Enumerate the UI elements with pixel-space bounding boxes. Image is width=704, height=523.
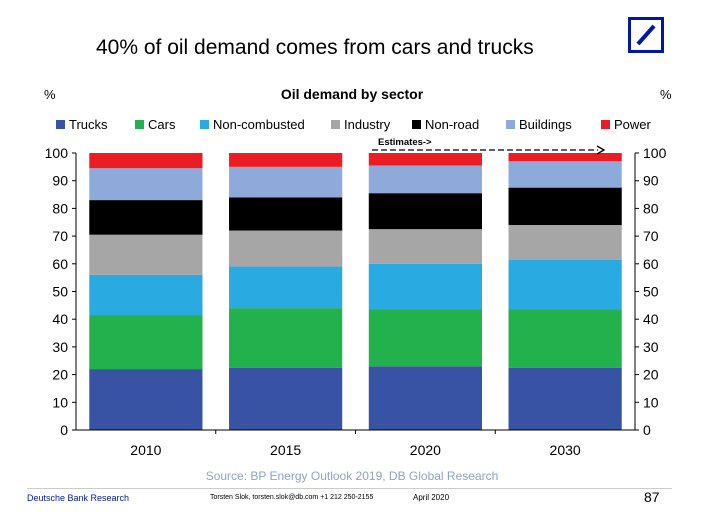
bar-segment <box>508 153 622 162</box>
x-tick-label: 2010 <box>130 442 161 458</box>
y-tick-label-right: 40 <box>643 311 659 327</box>
legend-item: Non-combusted <box>200 117 305 132</box>
footer-brand: Deutsche Bank Research <box>27 493 130 503</box>
bar-segment <box>368 263 482 310</box>
estimates-arrow-head <box>596 145 606 155</box>
legend-swatch <box>56 120 65 129</box>
bar-segment <box>89 153 203 169</box>
legend-swatch <box>601 120 610 129</box>
legend-item: Power <box>601 117 651 132</box>
y-tick-label-right: 90 <box>643 173 659 189</box>
bar-segment <box>368 153 482 166</box>
bar-segment <box>89 234 203 275</box>
bar-segment <box>368 229 482 264</box>
legend-item: Industry <box>331 117 390 132</box>
y-tick-label-right: 30 <box>643 339 659 355</box>
bar-segment <box>368 366 482 430</box>
slide-title: 40% of oil demand comes from cars and tr… <box>96 36 534 59</box>
deutsche-bank-logo <box>628 17 664 53</box>
y-tick-label-right: 100 <box>643 145 667 161</box>
legend-swatch <box>135 120 144 129</box>
x-tick-label: 2030 <box>550 442 581 458</box>
y-tick-label-left: 10 <box>52 394 68 410</box>
chart-title: Oil demand by sector <box>280 86 424 102</box>
bar-segment <box>229 197 343 231</box>
bar-segment <box>229 266 343 309</box>
bar-segment <box>89 369 203 430</box>
y-tick-label-left: 100 <box>45 145 69 161</box>
y-tick-label-right: 0 <box>643 422 651 438</box>
bar-segment <box>89 168 203 201</box>
legend-label: Cars <box>148 117 176 132</box>
legend-label: Industry <box>344 117 391 132</box>
y-tick-label-left: 70 <box>52 228 68 244</box>
bar-segment <box>229 153 343 167</box>
footer-date: April 2020 <box>413 493 450 502</box>
page-number: 87 <box>644 489 660 505</box>
y-tick-label-right: 10 <box>643 394 659 410</box>
legend-label: Trucks <box>69 117 108 132</box>
footer-divider <box>27 488 672 489</box>
y-tick-label-left: 80 <box>52 200 68 216</box>
y-tick-label-right: 20 <box>643 367 659 383</box>
bar-segment <box>89 274 203 316</box>
bar-segment <box>508 259 622 310</box>
legend-label: Buildings <box>519 117 572 132</box>
bar-segment <box>508 367 622 430</box>
bar-segment <box>368 193 482 230</box>
legend-swatch <box>331 120 340 129</box>
y-tick-label-left: 50 <box>52 284 68 300</box>
y-tick-label-left: 0 <box>60 422 68 438</box>
bar-segment <box>508 225 622 260</box>
bar-segment <box>229 367 343 430</box>
y-tick-label-left: 20 <box>52 367 68 383</box>
bar-segment <box>89 200 203 235</box>
chart-legend: Trucks Cars Non-combusted Industry Non-road B… <box>56 117 696 133</box>
legend-swatch <box>412 120 421 129</box>
legend-label: Non-combusted <box>213 117 305 132</box>
legend-item: Trucks <box>56 117 108 132</box>
y-tick-label-right: 70 <box>643 228 659 244</box>
legend-label: Non-road <box>425 117 480 132</box>
legend-swatch <box>200 120 209 129</box>
footer-contact: Torsten Slok, torsten.slok@db.com +1 212… <box>210 494 374 501</box>
source-note: Source: BP Energy Outlook 2019, DB Globa… <box>205 469 499 483</box>
y-axis-unit-left: % <box>44 87 56 102</box>
x-tick-label: 2015 <box>270 442 301 458</box>
bar-segment <box>508 309 622 368</box>
bar-segment <box>229 230 343 267</box>
legend-item: Non-road <box>412 117 479 132</box>
legend-label: Power <box>614 117 651 132</box>
y-tick-label-left: 40 <box>52 311 68 327</box>
legend-swatch <box>506 120 515 129</box>
bar-segment <box>368 309 482 367</box>
bar-segment <box>89 315 203 370</box>
x-tick-label: 2020 <box>410 442 441 458</box>
y-tick-label-right: 50 <box>643 284 659 300</box>
logo-slash-icon <box>636 24 656 46</box>
y-tick-label-left: 90 <box>52 173 68 189</box>
bar-segment <box>508 161 622 188</box>
y-tick-label-left: 30 <box>52 339 68 355</box>
bar-segment <box>229 166 343 198</box>
estimates-annotation: Estimates-> <box>378 137 432 148</box>
y-axis-unit-right: % <box>660 87 672 102</box>
bar-segment <box>368 165 482 194</box>
y-tick-label-left: 60 <box>52 256 68 272</box>
bar-segment <box>508 187 622 226</box>
legend-item: Buildings <box>506 117 572 132</box>
bar-segment <box>229 308 343 368</box>
y-tick-label-right: 80 <box>643 200 659 216</box>
y-tick-label-right: 60 <box>643 256 659 272</box>
legend-item: Cars <box>135 117 175 132</box>
